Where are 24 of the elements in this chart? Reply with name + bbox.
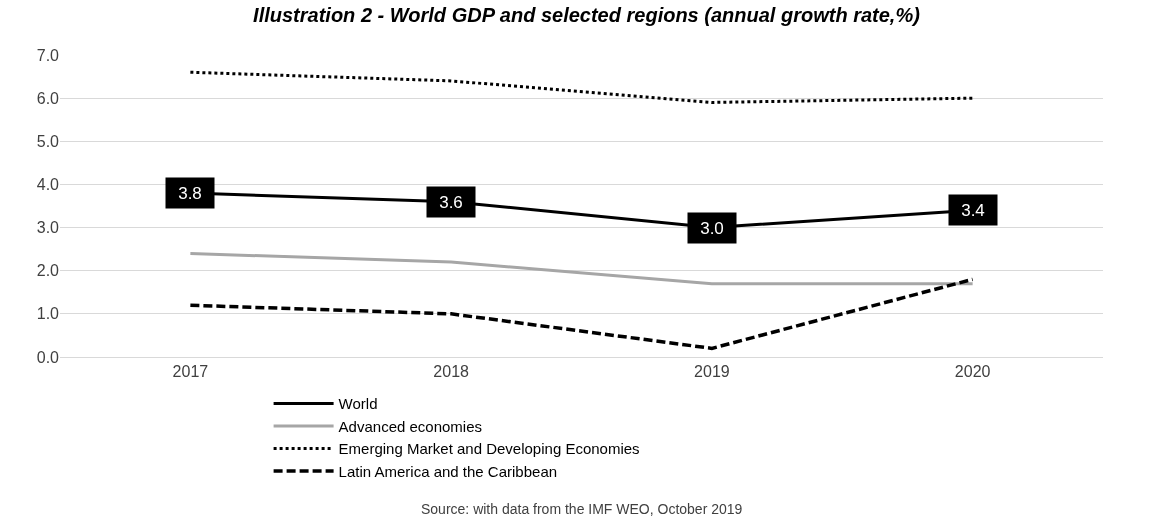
x-tick-label: 2017 [172, 363, 209, 381]
y-tick-label: 4.0 [36, 176, 60, 194]
legend-label: World [338, 395, 378, 413]
legend-label: Advanced economies [338, 417, 483, 435]
y-tick-label: 2.0 [36, 262, 60, 280]
y-tick-label: 3.0 [36, 219, 60, 237]
data-label: 3.8 [178, 183, 202, 203]
line-series [188, 70, 975, 104]
x-tick-label: 2018 [433, 363, 470, 381]
x-tick-label: 2019 [694, 363, 730, 381]
data-label: 3.0 [700, 218, 724, 238]
y-tick-label: 7.0 [36, 46, 60, 64]
y-tick-label: 6.0 [36, 89, 60, 107]
line-series [188, 277, 975, 351]
x-tick-label: 2020 [954, 363, 991, 381]
data-label: 3.4 [961, 200, 985, 220]
chart-title: Illustration 2 - World GDP and selected regions (annual growth rate,%) [253, 3, 921, 26]
y-tick-label: 1.0 [36, 305, 60, 323]
y-tick-label: 5.0 [36, 132, 60, 150]
legend-label: Latin America and the Caribbean [338, 462, 558, 480]
source-note: Source: with data from the IMF WEO, October 2019 [421, 501, 743, 517]
y-tick-label: 0.0 [36, 348, 60, 366]
legend-label: Emerging Market and Developing Economies [338, 440, 640, 458]
data-label: 3.6 [439, 192, 463, 212]
